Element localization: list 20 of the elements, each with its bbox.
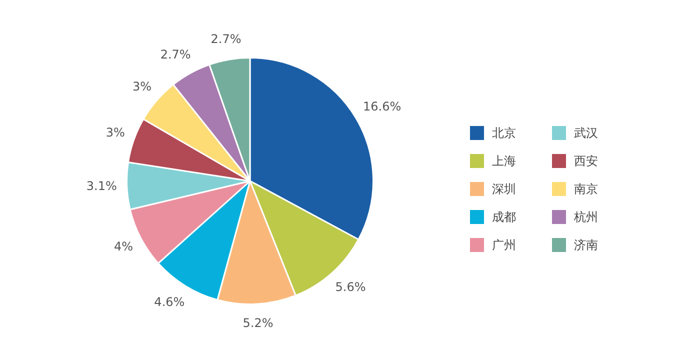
data-label: 3% xyxy=(106,125,125,140)
data-label: 3.1% xyxy=(86,178,117,193)
data-label: 3% xyxy=(132,80,152,94)
legend-label: 北京 xyxy=(492,124,516,142)
legend-label: 杭州 xyxy=(574,208,598,226)
legend-label: 广州 xyxy=(492,236,516,254)
legend-label: 西安 xyxy=(574,152,598,170)
legend-label: 深圳 xyxy=(492,180,516,198)
legend-label: 上海 xyxy=(492,152,516,170)
legend-label: 南京 xyxy=(574,180,598,198)
data-label: 5.6% xyxy=(335,280,366,294)
legend-label: 济南 xyxy=(574,236,598,254)
data-label: 2.7% xyxy=(160,48,191,62)
data-label: 4.6% xyxy=(154,294,185,309)
data-label: 16.6% xyxy=(363,100,402,114)
data-label: 5.2% xyxy=(242,316,274,330)
data-label: 2.7% xyxy=(210,32,242,46)
legend-label: 成都 xyxy=(492,208,516,226)
data-label: 4% xyxy=(114,240,134,254)
legend-label: 武汉 xyxy=(574,124,598,142)
